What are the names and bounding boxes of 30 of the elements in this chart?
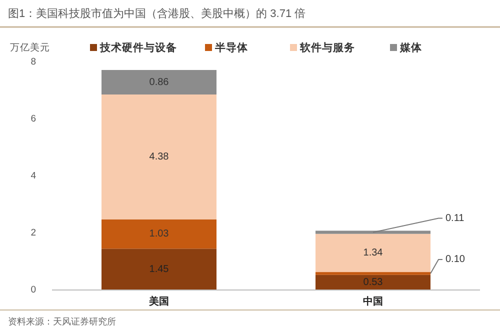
bar — [102, 94, 216, 220]
data-label: 0.10 — [446, 254, 466, 266]
x-tick-label: 中国 — [363, 296, 383, 308]
y-tick-label: 8 — [30, 56, 36, 68]
data-label: 1.34 — [363, 248, 384, 259]
bar — [102, 248, 216, 290]
bar — [102, 70, 216, 94]
bar — [316, 274, 430, 290]
legend-label: 软件与服务 — [299, 40, 355, 54]
bar — [102, 219, 216, 249]
y-tick-label: 4 — [30, 170, 36, 182]
data-label: 0.86 — [149, 76, 170, 88]
text: 资料来源：天风证券研究所 — [8, 316, 116, 326]
y-tick-label: 2 — [30, 228, 36, 239]
data-label: 1.45 — [149, 264, 170, 275]
legend-label: 媒体 — [399, 40, 423, 54]
data-label: 4.38 — [149, 152, 170, 163]
y-axis-title: 万亿美元 — [10, 42, 50, 54]
bar — [316, 272, 430, 275]
legend-label: 技术硬件与设备 — [99, 40, 177, 54]
data-label: 1.03 — [149, 228, 170, 240]
bar — [316, 234, 430, 272]
x-tick-label: 美国 — [148, 296, 169, 308]
bar — [316, 230, 430, 234]
y-tick-label: 0 — [30, 284, 36, 296]
data-label: 0.11 — [446, 212, 465, 224]
chart-title: 图1：美国科技股市值为中国（含港股、美股中概）的 3.71 倍 — [8, 6, 306, 20]
legend-label: 半导体 — [214, 40, 249, 54]
y-tick-label: 6 — [30, 114, 36, 125]
data-label: 0.53 — [363, 277, 384, 288]
